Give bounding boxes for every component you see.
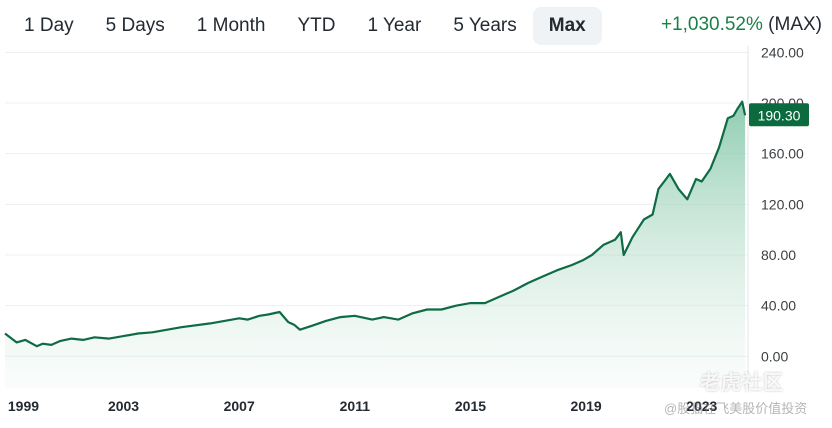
y-tick-label: 160.00	[761, 146, 804, 162]
y-tick-label: 80.00	[761, 247, 796, 263]
y-tick-label: 120.00	[761, 196, 804, 212]
tab-max[interactable]: Max	[532, 7, 602, 45]
x-tick-label: 2019	[571, 398, 602, 414]
x-axis: 1999 2003 2007 2011 2015 2019 2023	[8, 398, 718, 414]
change-percent: +1,030.52%	[660, 14, 763, 35]
y-tick-label: 240.00	[761, 44, 804, 60]
range-tabs: 1 Day 5 Days 1 Month YTD 1 Year 5 Years Max	[8, 6, 602, 46]
x-tick-label: 2015	[455, 398, 486, 414]
tab-1-year[interactable]: 1 Year	[367, 15, 422, 36]
watermark-credit: @股猫在飞美股价值投资	[664, 401, 808, 416]
x-tick-label: 2003	[108, 398, 139, 414]
tab-1-month[interactable]: 1 Month	[196, 15, 266, 36]
tab-ytd[interactable]: YTD	[297, 15, 336, 36]
tab-5-days[interactable]: 5 Days	[105, 15, 165, 36]
last-price-tag: 190.30	[749, 103, 809, 127]
change-range: (MAX)	[768, 14, 822, 35]
x-tick-label: 2007	[224, 398, 255, 414]
tab-5-years[interactable]: 5 Years	[453, 15, 517, 36]
y-tick-label: 0.00	[761, 348, 788, 364]
x-tick-label: 2023	[686, 398, 717, 414]
price-tag-label: 190.30	[758, 107, 801, 123]
y-tick-label: 40.00	[761, 298, 796, 314]
x-tick-label: 1999	[8, 398, 39, 414]
change-readout: +1,030.52% (MAX)	[661, 14, 822, 36]
price-line	[4, 100, 747, 348]
tab-1-day[interactable]: 1 Day	[24, 15, 74, 36]
watermark-logo: 老虎社区	[700, 372, 784, 394]
price-tag-background	[749, 103, 809, 127]
price-area	[5, 101, 746, 388]
x-tick-label: 2011	[340, 398, 371, 414]
